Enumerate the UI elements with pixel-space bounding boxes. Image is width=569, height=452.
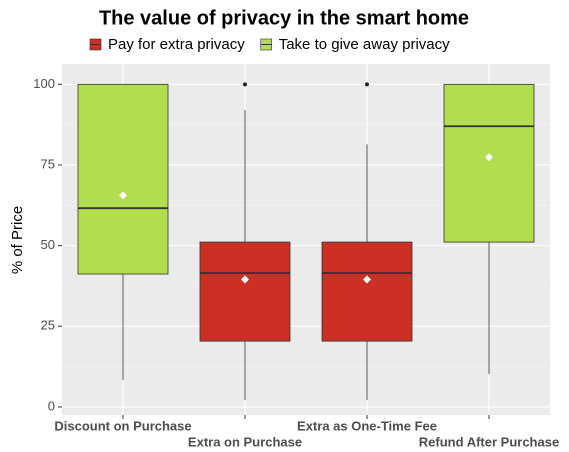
x-tick-label: Extra as One-Time Fee — [297, 418, 437, 433]
x-tick-label: Extra on Purchase — [188, 434, 302, 449]
y-tick-label: 50 — [41, 237, 55, 252]
x-tick-label: Discount on Purchase — [54, 418, 191, 433]
y-tick-label: 100 — [33, 76, 55, 91]
legend: Pay for extra privacy Take to give away p… — [89, 36, 450, 53]
y-tick-label: 75 — [41, 156, 55, 171]
mean-marker — [485, 153, 493, 162]
legend-label: Take to give away privacy — [279, 36, 450, 53]
mean-marker — [119, 191, 127, 200]
x-tick-label: Refund After Purchase — [419, 434, 559, 449]
mean-marker — [363, 275, 371, 284]
y-axis-label: % of Price — [9, 206, 26, 274]
legend-label: Pay for extra privacy — [108, 36, 245, 53]
box — [199, 241, 291, 342]
chart-title: The value of privacy in the smart home — [99, 7, 469, 29]
outlier — [365, 82, 369, 87]
box — [321, 241, 413, 342]
box — [77, 83, 169, 275]
mean-marker — [241, 275, 249, 284]
y-tick-label: 0 — [48, 398, 55, 413]
y-tick-label: 25 — [41, 318, 55, 333]
outlier — [243, 82, 247, 87]
box — [443, 83, 535, 243]
